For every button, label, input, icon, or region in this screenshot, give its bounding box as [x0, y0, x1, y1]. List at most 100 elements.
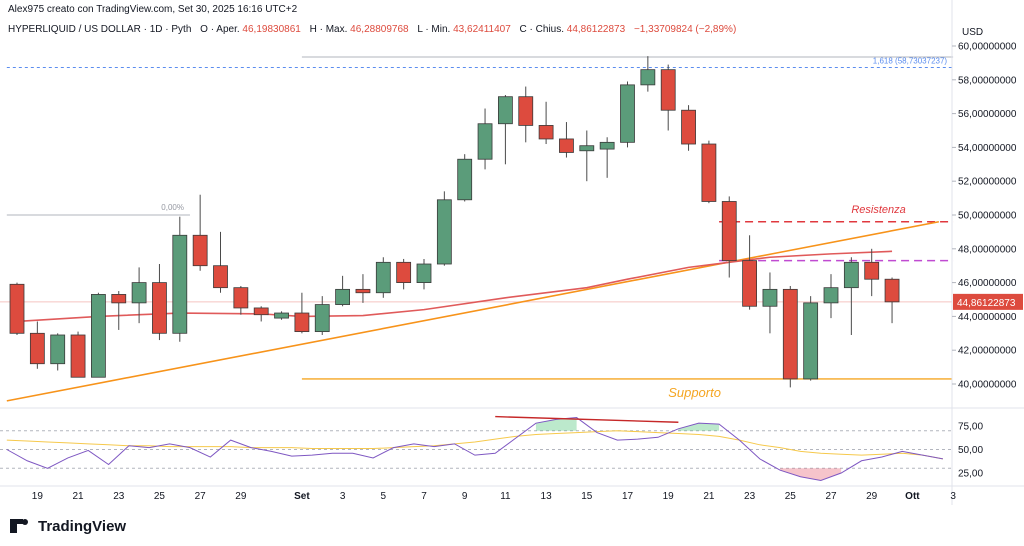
candle[interactable] [213, 265, 228, 289]
fib-zero-label: 0,00% [161, 203, 184, 212]
candle[interactable] [294, 312, 310, 333]
candle[interactable] [579, 145, 595, 152]
candle[interactable] [823, 287, 839, 304]
candle[interactable] [477, 123, 493, 160]
y-tick-label: 56,00000000 [958, 109, 1017, 120]
candle[interactable] [253, 307, 269, 316]
candle[interactable] [29, 332, 45, 365]
credit-text: Alex975 creato con TradingView.com, Set … [8, 4, 298, 15]
trendline [6, 220, 940, 402]
candle[interactable] [559, 138, 574, 153]
candle[interactable] [762, 288, 778, 307]
candle[interactable] [436, 199, 452, 265]
price-pane: 0,00% 1,618 (58,73037237) Supporto Resisten… [0, 56, 954, 402]
rsi-tick-label: 25,00 [958, 469, 983, 480]
candle[interactable] [457, 158, 473, 201]
last-price-label: 44,86122873 [957, 298, 1016, 309]
y-tick-label: 52,00000000 [958, 177, 1017, 188]
x-tick-label: 9 [462, 491, 468, 502]
candle[interactable] [538, 125, 554, 140]
candle[interactable] [172, 234, 188, 334]
low-label: L · Min. [417, 24, 451, 35]
x-tick-label: 29 [235, 491, 247, 502]
high-value: 46,28809768 [350, 24, 409, 35]
rsi-overbought-fill [535, 417, 577, 431]
candle[interactable] [884, 278, 900, 303]
support-label: Supporto [668, 385, 721, 400]
candle[interactable] [355, 288, 371, 294]
candle[interactable] [131, 282, 147, 304]
y-tick-label: 50,00000000 [958, 211, 1017, 222]
y-tick-label: 54,00000000 [958, 143, 1017, 154]
y-tick-label: 42,00000000 [958, 346, 1017, 357]
tradingview-logo[interactable]: TradingView [10, 515, 126, 537]
y-tick-label: 58,00000000 [958, 75, 1017, 86]
candle[interactable] [843, 261, 859, 289]
currency-label: USD [962, 27, 983, 38]
x-tick-label: Set [294, 491, 310, 502]
candle[interactable] [111, 294, 127, 304]
ohlc-legend: HYPERLIQUID / US DOLLAR · 1D · Pyth O · … [8, 24, 736, 35]
candle[interactable] [314, 304, 330, 333]
time-axis[interactable]: 19 21 23 25 27 29 Set 3 5 7 9 11 13 15 17 19 21 23 25 27 29 O… [32, 491, 957, 502]
candle[interactable] [9, 283, 25, 334]
x-tick-label: 7 [421, 491, 427, 502]
candle[interactable] [803, 302, 819, 380]
y-tick-label: 40,00000000 [958, 380, 1017, 391]
candle[interactable] [70, 334, 86, 378]
x-tick-label: Ott [905, 491, 920, 502]
rsi-tick-label: 75,00 [958, 422, 983, 433]
candle[interactable] [375, 261, 391, 294]
candle[interactable] [152, 282, 167, 334]
candle[interactable] [701, 143, 717, 202]
candle[interactable] [620, 84, 635, 143]
symbol-name[interactable]: HYPERLIQUID / US DOLLAR · 1D · Pyth [8, 24, 192, 35]
rsi-tick-label: 50,00 [958, 445, 983, 456]
x-tick-label: 19 [32, 491, 44, 502]
candle[interactable] [91, 294, 106, 378]
candle[interactable] [274, 312, 289, 319]
x-tick-label: 11 [500, 491, 511, 502]
x-tick-label: 29 [866, 491, 878, 502]
close-label: C · Chius. [519, 24, 564, 35]
rsi-overbought-fill [678, 423, 720, 431]
candle[interactable] [497, 96, 513, 125]
candle[interactable] [660, 69, 676, 111]
candle[interactable] [518, 96, 534, 126]
candle[interactable] [335, 288, 351, 305]
candle[interactable] [416, 263, 432, 284]
x-tick-label: 21 [72, 491, 84, 502]
candle[interactable] [864, 261, 880, 280]
candle[interactable] [396, 261, 412, 284]
y-tick-label: 48,00000000 [958, 244, 1017, 255]
candle[interactable] [640, 69, 656, 86]
y-tick-label: 46,00000000 [958, 278, 1017, 289]
price-axis[interactable]: 60,00000000 58,00000000 56,00000000 54,0000… [0, 0, 1024, 505]
x-tick-label: 27 [825, 491, 837, 502]
x-tick-label: 21 [703, 491, 715, 502]
candle[interactable] [233, 287, 249, 309]
close-value: 44,86122873 [566, 24, 626, 35]
candle[interactable] [742, 260, 757, 307]
resistance-label: Resistenza [851, 204, 905, 216]
brand-name: TradingView [38, 517, 127, 535]
candle[interactable] [782, 288, 798, 380]
candle[interactable] [50, 334, 66, 365]
open-label: O · Aper. [200, 24, 240, 35]
candle[interactable] [192, 234, 208, 267]
ema-line [16, 250, 893, 323]
x-tick-label: 17 [622, 491, 634, 502]
x-tick-label: 13 [541, 491, 553, 502]
candle[interactable] [599, 141, 615, 150]
high-label: H · Max. [309, 24, 348, 35]
rsi-divergence-line [495, 415, 679, 423]
candle[interactable] [721, 201, 737, 262]
rsi-line [6, 417, 944, 482]
rsi-signal-line [6, 430, 944, 460]
x-tick-label: 3 [340, 491, 346, 502]
x-tick-label: 25 [785, 491, 797, 502]
x-tick-label: 27 [195, 491, 207, 502]
candle[interactable] [681, 109, 696, 145]
x-tick-label: 25 [154, 491, 166, 502]
